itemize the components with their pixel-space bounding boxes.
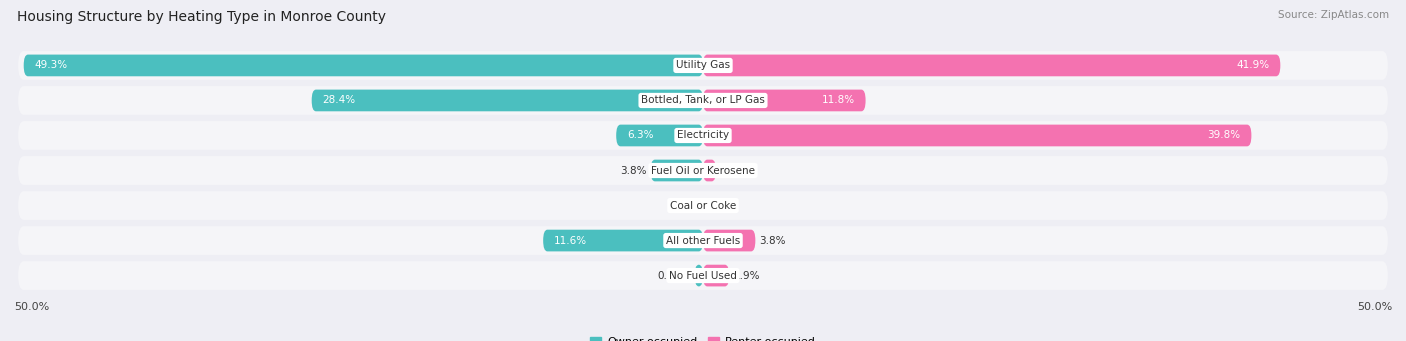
FancyBboxPatch shape — [18, 226, 1388, 255]
Text: 0.0%: 0.0% — [672, 201, 699, 210]
FancyBboxPatch shape — [18, 156, 1388, 185]
Text: 28.4%: 28.4% — [323, 95, 356, 105]
Text: Coal or Coke: Coal or Coke — [669, 201, 737, 210]
FancyBboxPatch shape — [703, 230, 755, 251]
Text: Housing Structure by Heating Type in Monroe County: Housing Structure by Heating Type in Mon… — [17, 10, 385, 24]
FancyBboxPatch shape — [18, 51, 1388, 80]
Text: 6.3%: 6.3% — [627, 131, 654, 140]
FancyBboxPatch shape — [703, 124, 1251, 146]
FancyBboxPatch shape — [543, 230, 703, 251]
Text: 39.8%: 39.8% — [1208, 131, 1240, 140]
Text: Bottled, Tank, or LP Gas: Bottled, Tank, or LP Gas — [641, 95, 765, 105]
FancyBboxPatch shape — [18, 261, 1388, 290]
Text: Electricity: Electricity — [676, 131, 730, 140]
Text: 49.3%: 49.3% — [35, 60, 67, 71]
FancyBboxPatch shape — [703, 160, 716, 181]
FancyBboxPatch shape — [18, 86, 1388, 115]
Text: Utility Gas: Utility Gas — [676, 60, 730, 71]
Text: 0.94%: 0.94% — [720, 165, 754, 176]
Text: 50.0%: 50.0% — [14, 302, 49, 312]
Text: No Fuel Used: No Fuel Used — [669, 270, 737, 281]
Text: 50.0%: 50.0% — [1357, 302, 1392, 312]
Text: 3.8%: 3.8% — [620, 165, 647, 176]
FancyBboxPatch shape — [312, 90, 703, 111]
FancyBboxPatch shape — [695, 265, 703, 286]
FancyBboxPatch shape — [18, 121, 1388, 150]
FancyBboxPatch shape — [703, 90, 866, 111]
FancyBboxPatch shape — [703, 265, 730, 286]
Text: Fuel Oil or Kerosene: Fuel Oil or Kerosene — [651, 165, 755, 176]
Text: 1.9%: 1.9% — [734, 270, 759, 281]
FancyBboxPatch shape — [616, 124, 703, 146]
Text: 0.0%: 0.0% — [707, 201, 734, 210]
Text: 3.8%: 3.8% — [759, 236, 786, 246]
Legend: Owner-occupied, Renter-occupied: Owner-occupied, Renter-occupied — [586, 332, 820, 341]
FancyBboxPatch shape — [24, 55, 703, 76]
Text: 11.8%: 11.8% — [821, 95, 855, 105]
Text: 41.9%: 41.9% — [1236, 60, 1270, 71]
Text: Source: ZipAtlas.com: Source: ZipAtlas.com — [1278, 10, 1389, 20]
Text: 11.6%: 11.6% — [554, 236, 588, 246]
FancyBboxPatch shape — [703, 55, 1281, 76]
Text: 0.61%: 0.61% — [658, 270, 690, 281]
Text: All other Fuels: All other Fuels — [666, 236, 740, 246]
FancyBboxPatch shape — [18, 191, 1388, 220]
FancyBboxPatch shape — [651, 160, 703, 181]
